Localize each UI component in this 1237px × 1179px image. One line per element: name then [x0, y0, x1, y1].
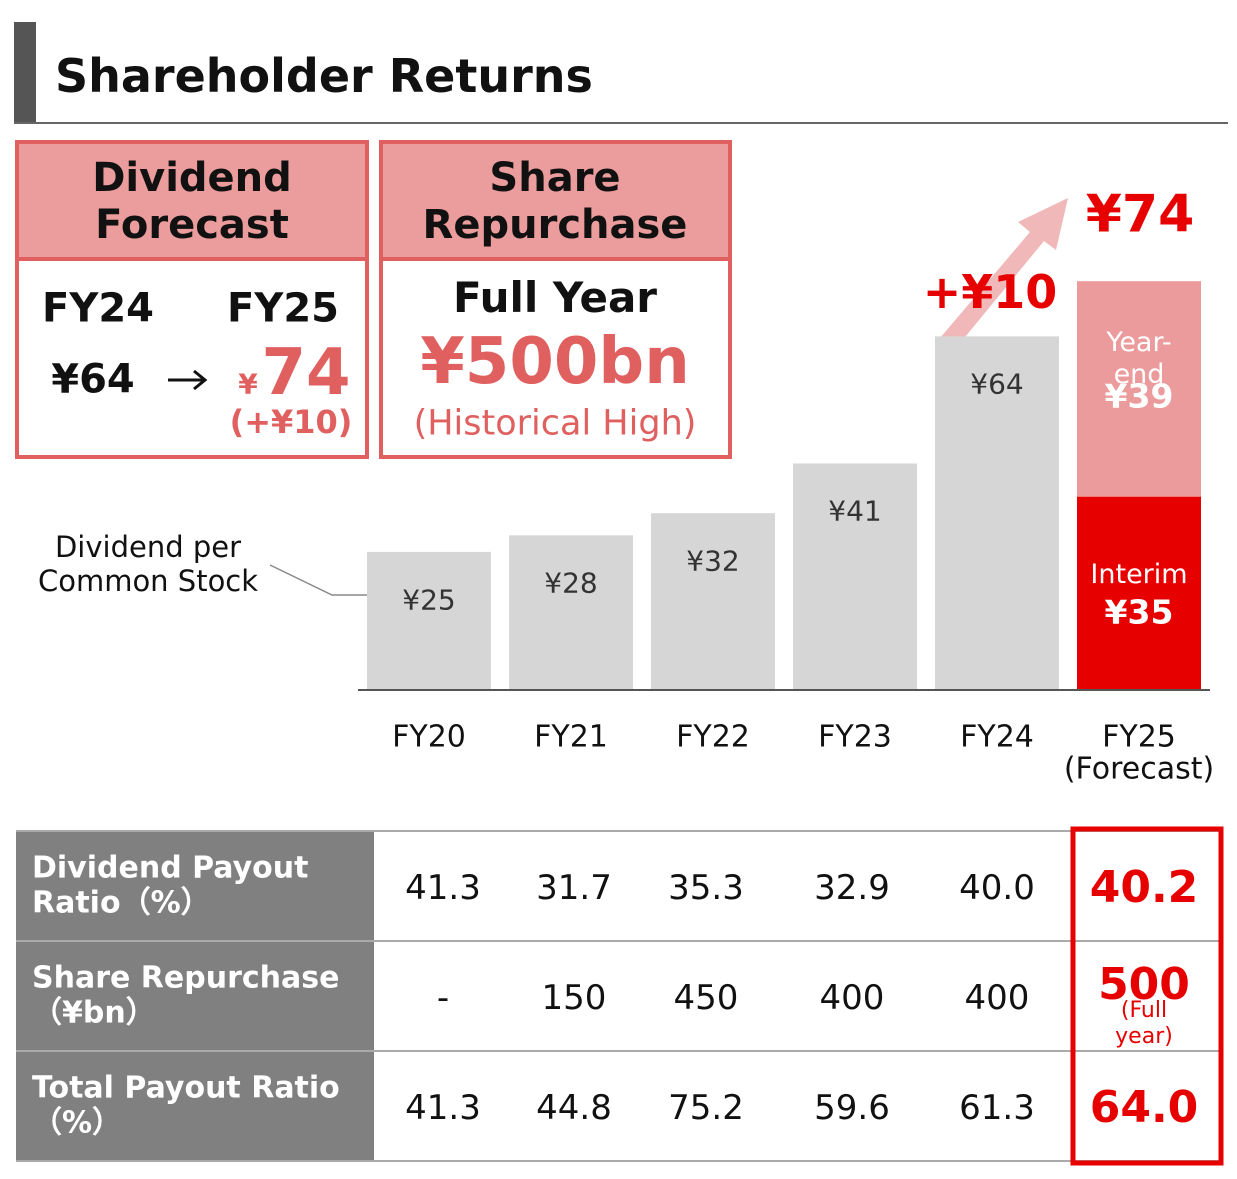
value-label: ¥32: [686, 544, 740, 578]
repurchase-box: [379, 140, 732, 459]
highlight-cell: 40.2: [1089, 862, 1199, 914]
row-header: [16, 942, 374, 1050]
series-label: Interim: [1090, 558, 1188, 590]
cell: 59.6: [814, 1087, 890, 1128]
cell: 450: [673, 977, 739, 1018]
value: ¥64: [51, 356, 135, 403]
box-heading: Dividend Forecast: [92, 154, 292, 248]
x-tick-label: FY24: [960, 719, 1034, 755]
cell: -: [436, 977, 450, 1018]
bar: [793, 463, 917, 690]
year: FY25: [227, 285, 339, 332]
period: Full Year: [452, 273, 658, 323]
x-tick-label: FY21: [534, 719, 608, 755]
bar: [935, 336, 1059, 690]
cell: 75.2: [668, 1087, 744, 1128]
note: (Historical High): [413, 403, 697, 444]
bar: [651, 513, 775, 690]
title: Shareholder Returns: [55, 48, 593, 103]
highlight-cell: 500: [1098, 959, 1190, 1011]
cell: 44.8: [536, 1087, 612, 1128]
cell: 61.3: [959, 1087, 1035, 1128]
bar: [509, 535, 633, 690]
cell: 40.0: [959, 867, 1035, 908]
value-label: ¥41: [828, 494, 882, 528]
cell-note: (Full year): [1115, 998, 1173, 1049]
cell: 32.9: [814, 867, 890, 908]
cell: 400: [819, 977, 885, 1018]
year: FY24: [42, 285, 154, 332]
value-label: ¥64: [970, 367, 1024, 401]
row-header: [16, 832, 374, 940]
highlight-box: [1070, 826, 1224, 1166]
cell: 150: [541, 977, 607, 1018]
box-heading: Share Repurchase: [422, 154, 688, 248]
amount: ¥500bn: [420, 325, 690, 400]
change: (+¥10): [229, 403, 353, 442]
series-label: Year-end: [1106, 327, 1172, 391]
x-tick-label: FY22: [676, 719, 750, 755]
value-label: ¥28: [544, 566, 598, 600]
currency: ¥: [238, 367, 258, 401]
bar: [1077, 496, 1201, 690]
box-header: [381, 142, 730, 258]
title-accent: [14, 22, 36, 122]
leader-line: [269, 564, 368, 596]
bar: [1077, 281, 1201, 497]
value-label: ¥35: [1104, 592, 1174, 632]
cell: 41.3: [405, 1087, 481, 1128]
arrow: [168, 369, 208, 391]
cell: 31.7: [536, 867, 612, 908]
row-label: Dividend Payout Ratio（%）: [32, 850, 309, 921]
bar: [367, 551, 491, 690]
series-label: Dividend per Common Stock: [37, 529, 259, 598]
row-header: [16, 1052, 374, 1160]
annotation: ¥74: [1085, 184, 1195, 245]
highlight-cell: 64.0: [1089, 1082, 1199, 1134]
x-tick-label: FY25 (Forecast): [1063, 719, 1215, 786]
x-tick-label: FY20: [392, 719, 466, 755]
value-label: ¥39: [1104, 376, 1174, 416]
cell: 400: [964, 977, 1030, 1018]
annotation: +¥10: [922, 264, 1058, 319]
increase-arrow: [940, 198, 1068, 348]
cell: 35.3: [668, 867, 744, 908]
row-label: Share Repurchase （¥bn）: [32, 960, 340, 1031]
row-label: Total Payout Ratio （%）: [32, 1070, 340, 1141]
box-header: [17, 142, 367, 258]
value: 74: [261, 336, 351, 411]
cell: 41.3: [405, 867, 481, 908]
value-label: ¥25: [402, 583, 456, 617]
dividend-box: [15, 140, 369, 459]
x-tick-label: FY23: [818, 719, 892, 755]
